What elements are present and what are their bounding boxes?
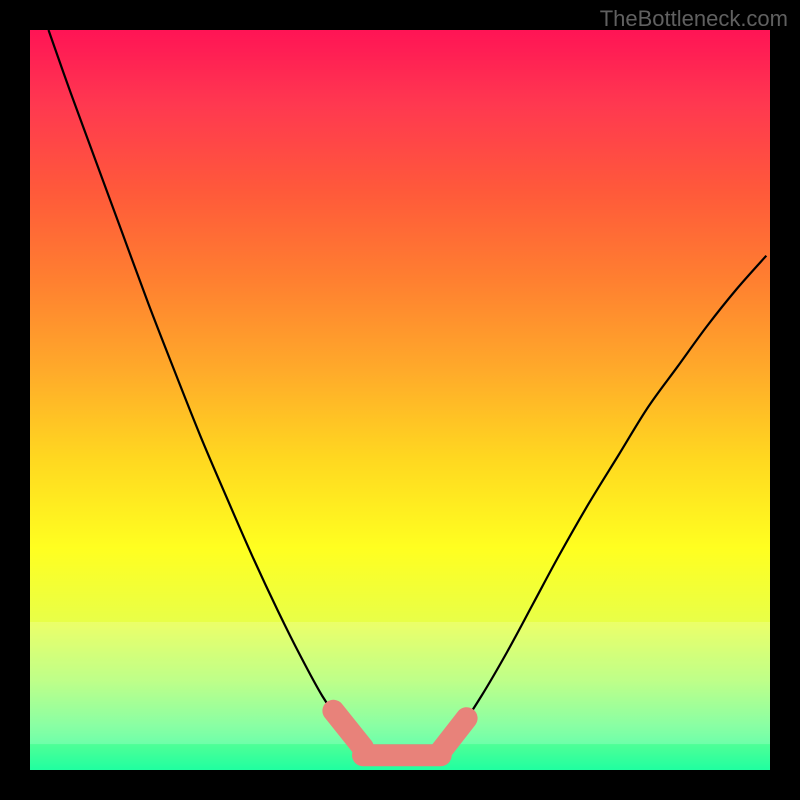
plot-area [30,30,770,770]
curve-overlay [30,30,770,770]
watermark-text: TheBottleneck.com [600,6,788,32]
bottleneck-curve [49,30,767,759]
marker-group [333,711,466,755]
